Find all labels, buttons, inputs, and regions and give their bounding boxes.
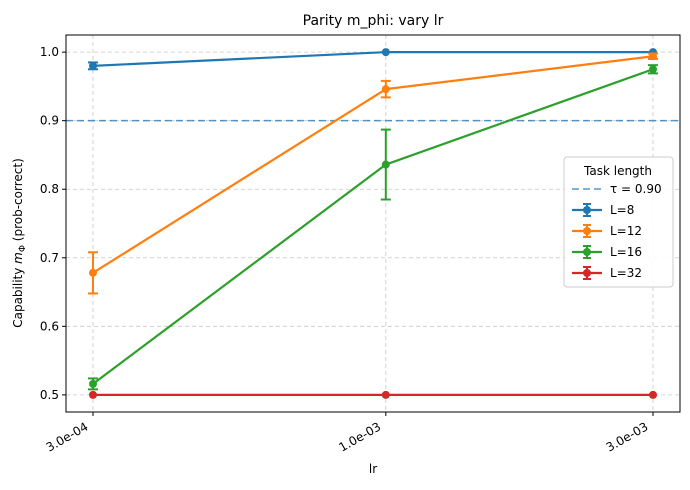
y-axis: 0.5 0.6 0.7 0.8 0.9 1.0 bbox=[40, 45, 66, 402]
legend-label-threshold: τ = 0.90 bbox=[610, 182, 662, 196]
y-axis-label-prefix: Capability bbox=[11, 264, 25, 328]
legend-swatch-marker bbox=[583, 269, 591, 277]
x-tick-label: 1.0e-03 bbox=[336, 419, 383, 454]
legend-box bbox=[563, 156, 674, 288]
x-axis-label: lr bbox=[369, 462, 377, 476]
y-tick-label: 0.6 bbox=[40, 319, 59, 333]
y-tick-label: 0.9 bbox=[40, 114, 59, 128]
y-axis-label: Capability mΦ (prob-correct) bbox=[11, 158, 28, 328]
data-point bbox=[649, 52, 657, 61]
legend-swatch-marker bbox=[583, 227, 591, 235]
data-point bbox=[89, 379, 97, 388]
plot-frame bbox=[65, 34, 681, 413]
legend: Task length τ = 0.90 L=8 L=12 L=16 L=32 bbox=[563, 156, 674, 288]
y-tick-label: 1.0 bbox=[40, 45, 59, 59]
chart-title: Parity m_phi: vary lr bbox=[303, 13, 444, 29]
y-axis-label-symbol: m bbox=[11, 252, 25, 264]
data-point bbox=[381, 48, 390, 57]
data-point bbox=[89, 390, 97, 399]
series-L=16 bbox=[88, 64, 658, 391]
legend-label: L=16 bbox=[610, 245, 642, 259]
legend-swatch-marker bbox=[583, 206, 591, 214]
y-axis-label-suffix: (prob-correct) bbox=[11, 158, 25, 245]
legend-swatch-marker bbox=[583, 248, 591, 256]
series-L=12 bbox=[88, 52, 658, 295]
x-tick-label: 3.0e-04 bbox=[44, 419, 91, 454]
data-point bbox=[649, 65, 657, 74]
data-point bbox=[649, 390, 657, 399]
series-L=32 bbox=[89, 390, 657, 399]
x-axis: 3.0e-04 1.0e-03 3.0e-03 bbox=[44, 412, 654, 455]
y-tick-label: 0.8 bbox=[40, 182, 59, 196]
y-axis-label-subscript: Φ bbox=[18, 245, 28, 252]
data-point bbox=[381, 85, 390, 94]
data-point bbox=[89, 268, 97, 277]
data-point bbox=[381, 390, 390, 399]
legend-label: L=32 bbox=[610, 266, 642, 280]
series-layer bbox=[88, 48, 658, 399]
data-point bbox=[89, 61, 97, 70]
legend-label: L=8 bbox=[610, 203, 634, 217]
legend-label: L=12 bbox=[610, 224, 642, 238]
data-point bbox=[381, 160, 390, 169]
y-tick-label: 0.7 bbox=[40, 251, 59, 265]
y-tick-label: 0.5 bbox=[40, 388, 59, 402]
x-tick-label: 3.0e-03 bbox=[604, 419, 651, 454]
legend-title: Task length bbox=[583, 164, 652, 178]
series-line bbox=[92, 51, 653, 67]
